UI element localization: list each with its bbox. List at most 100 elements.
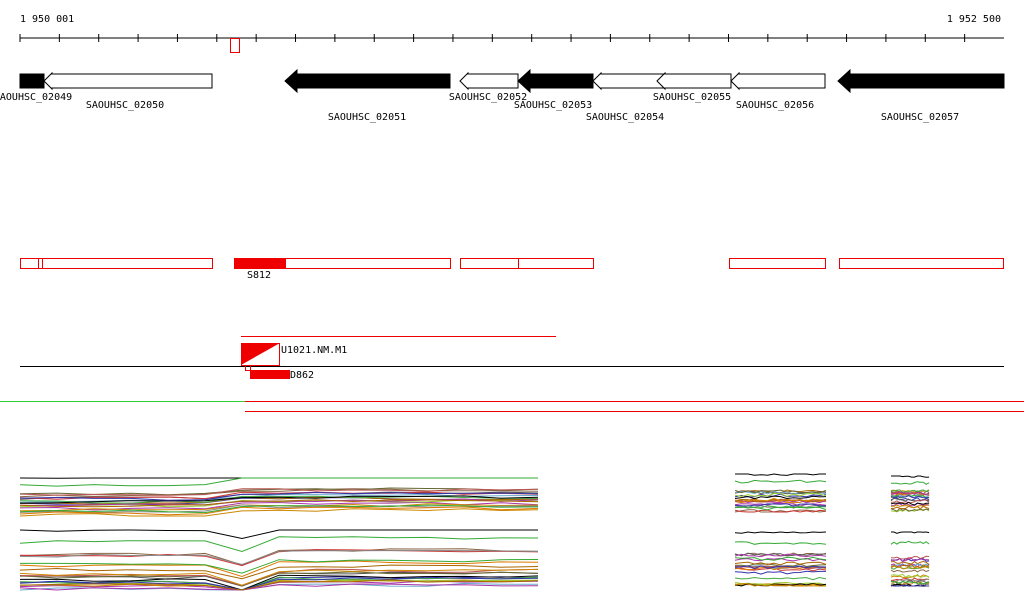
gene-arrow: [19, 73, 45, 89]
trace-line: [19, 576, 539, 591]
trace-line: [734, 531, 827, 534]
trace-line: [19, 560, 539, 578]
trace-line: [734, 583, 826, 587]
trace-line: [891, 499, 930, 504]
trace-line: [734, 541, 827, 545]
trace-line: [734, 581, 827, 586]
trace-line: [735, 473, 826, 476]
trace-line: [19, 568, 539, 586]
trace-line: [19, 477, 538, 487]
trace-line: [19, 574, 539, 591]
gene-label: SAOUHSC_02056: [736, 100, 814, 111]
transcript-glyph: [241, 343, 280, 365]
trace-line: [734, 561, 827, 566]
ruler-start: 1 950 001: [20, 14, 74, 25]
gene-label: SAOUHSC_02055: [653, 92, 731, 103]
trace-line: [734, 552, 827, 557]
trace-line: [19, 579, 539, 591]
trace-line: [734, 509, 827, 513]
trace-line: [890, 557, 930, 562]
trace-line: [19, 495, 539, 504]
trace-line: [734, 566, 827, 571]
trace-line: [890, 569, 930, 573]
trace-line: [890, 507, 930, 512]
trace-line: [891, 481, 930, 485]
gene-arrow: [730, 71, 826, 91]
trace-line: [19, 549, 539, 566]
trace-line: [19, 504, 539, 514]
trace-line: [19, 499, 539, 508]
segment-box: [729, 258, 826, 269]
segment-label: S812: [247, 270, 271, 281]
gene-label: SAOUHSC_02054: [586, 112, 664, 123]
trace-line: [19, 549, 539, 567]
trace-line: [19, 491, 539, 501]
trace-line: [890, 580, 930, 585]
gene-arrow: [656, 71, 732, 91]
trace-line: [890, 491, 930, 496]
trace-line: [890, 573, 930, 578]
trace-line: [891, 505, 930, 510]
trace-line: [734, 506, 827, 511]
trace-line: [19, 488, 539, 498]
trace-line: [890, 495, 930, 499]
trace-line: [890, 489, 930, 493]
trace-line: [891, 475, 930, 478]
trace-line: [20, 559, 539, 574]
segment-box: [839, 258, 1004, 269]
trace-line: [890, 564, 930, 569]
gene-arrow: [837, 68, 1005, 94]
trace-line: [890, 583, 930, 587]
segment-highlight: [234, 258, 286, 269]
ruler-end: 1 952 500: [947, 14, 1001, 25]
segment-box: [20, 258, 39, 269]
trace-line: [734, 479, 827, 484]
trace-line: [19, 508, 539, 517]
gene-track: SAOUHSC_02049 SAOUHSC_02050 SAOUHSC_02051 S…: [0, 68, 1005, 123]
trace-line: [734, 576, 827, 581]
probe-stub: [245, 365, 251, 371]
trace-line: [19, 548, 539, 566]
ruler-ticks: [19, 34, 966, 42]
gene-label: SAOUHSC_02051: [328, 112, 406, 123]
trace-line: [19, 529, 538, 540]
trace-line: [734, 556, 827, 561]
trace-line: [890, 501, 930, 506]
trace-line: [734, 497, 827, 502]
expression-traces: [19, 473, 930, 591]
gene-label: SAOUHSC_02050: [86, 100, 164, 111]
trace-line: [890, 560, 930, 565]
trace-line: [734, 553, 827, 558]
transcript-label: U1021.NM.M1: [281, 345, 347, 356]
trace-line: [734, 489, 827, 494]
trace-line: [734, 570, 826, 575]
trace-line: [890, 578, 930, 583]
trace-line: [19, 488, 539, 496]
segment-box: [38, 258, 43, 269]
trace-line: [891, 531, 930, 534]
trace-line: [734, 567, 827, 572]
trace-line: [19, 564, 539, 580]
trace-line: [890, 504, 930, 509]
trace-line: [734, 503, 827, 507]
trace-line: [890, 565, 930, 570]
gene-arrow: [459, 71, 519, 91]
probe-box: [250, 370, 290, 379]
trace-line: [19, 583, 539, 591]
gene-arrow: [43, 71, 213, 91]
trace-line: [19, 536, 539, 553]
trace-line: [890, 540, 930, 545]
trace-line: [734, 509, 827, 513]
trace-line: [734, 495, 827, 500]
segment-box: [460, 258, 519, 269]
trace-line: [890, 574, 930, 579]
segment-box: [42, 258, 213, 269]
gene-label: SAOUHSC_02057: [881, 112, 959, 123]
gene-arrow: [517, 68, 594, 94]
segment-track: [20, 258, 1004, 269]
gene-label: SAOUHSC_02049: [0, 92, 72, 103]
trace-line: [890, 502, 930, 507]
trace-line: [734, 565, 827, 570]
trace-line: [734, 492, 827, 497]
